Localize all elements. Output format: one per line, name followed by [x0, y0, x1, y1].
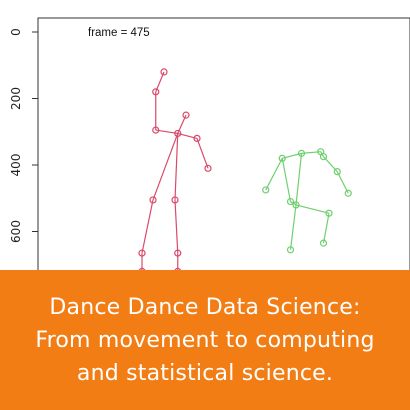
skeleton-bone — [152, 133, 179, 201]
skeleton-bone — [295, 204, 330, 214]
joint-point — [174, 249, 182, 257]
y-axis: 0 200 400 600 — [9, 28, 38, 243]
joint-point — [292, 201, 300, 209]
skeleton-bone — [174, 199, 179, 254]
joint-point — [152, 126, 160, 134]
joint-point — [319, 153, 328, 161]
skeleton-1 — [138, 68, 212, 275]
joint-point — [138, 249, 146, 257]
joint-point — [319, 239, 328, 247]
joint-point — [278, 154, 286, 162]
skeleton-bone — [141, 199, 154, 254]
skeleton-bone — [322, 213, 330, 244]
joint-point — [333, 168, 341, 176]
joint-point — [286, 197, 295, 206]
plot-box — [37, 17, 410, 279]
skeleton-2 — [262, 148, 352, 254]
skeleton-bone — [336, 171, 349, 194]
joint-point — [149, 196, 157, 204]
joint-point — [182, 111, 190, 119]
skeleton-bone — [265, 158, 283, 191]
joint-point — [297, 149, 306, 157]
frame-annotation: frame = 475 — [88, 27, 150, 39]
joint-point — [193, 134, 201, 142]
joint-point — [152, 88, 160, 96]
banner-line-1: Dance Dance Data Science: — [49, 294, 361, 320]
skeleton-bone — [155, 129, 178, 135]
y-tick-label: 400 — [9, 154, 23, 177]
skeleton-bone — [281, 158, 292, 202]
y-tick-label: 0 — [9, 28, 23, 36]
joint-point — [262, 186, 270, 194]
banner-line-2: From movement to computing — [35, 327, 375, 353]
y-tick-label: 200 — [9, 87, 23, 110]
joint-point — [344, 189, 352, 197]
y-tick-label: 600 — [9, 220, 23, 243]
title-banner: Dance Dance Data Science: From movement … — [0, 270, 410, 410]
joint-point — [171, 196, 179, 204]
skeleton-bone — [289, 204, 297, 250]
skeleton-layer — [138, 68, 352, 275]
joint-point — [325, 209, 333, 217]
joint-point — [204, 164, 212, 172]
skeleton-bone — [174, 133, 179, 200]
banner-line-3: and statistical science. — [76, 360, 334, 386]
joint-point — [160, 68, 168, 76]
joint-point — [174, 129, 182, 138]
skeleton-bone — [196, 138, 209, 169]
skeleton-bone — [295, 153, 303, 205]
joint-point — [286, 246, 295, 254]
